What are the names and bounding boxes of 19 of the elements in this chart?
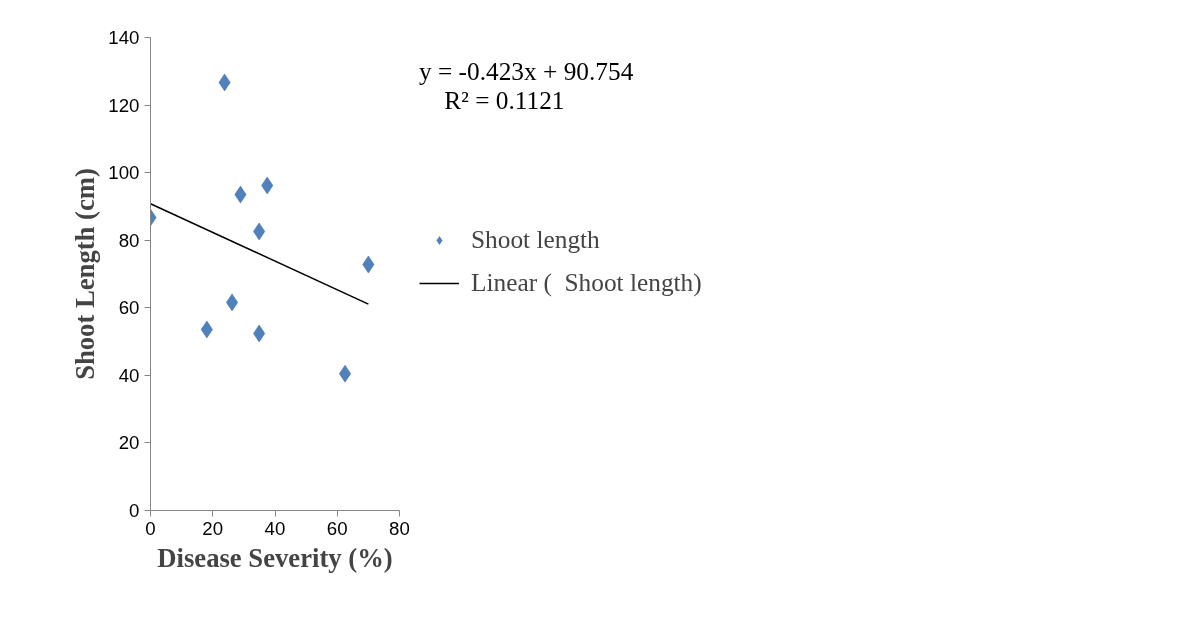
x-tick-label: 20 <box>202 517 224 539</box>
y-tick-label: 120 <box>108 94 140 116</box>
x-tick-label: 80 <box>389 517 410 539</box>
y-tick-label: 0 <box>129 500 140 521</box>
legend-label: Shoot length <box>471 225 600 254</box>
text: R² = 0.1121 <box>444 86 565 114</box>
x-tick-label: 60 <box>326 517 348 539</box>
y-tick-label: 20 <box>118 432 140 454</box>
y-tick-label: 60 <box>118 297 140 319</box>
y-tick-label: 100 <box>108 162 140 184</box>
text: y = -0.423x + 90.754 <box>419 57 634 85</box>
x-axis-title: Disease Severity (%) <box>157 542 393 573</box>
y-axis-title: Shoot Length (cm) <box>70 168 101 380</box>
y-tick-label: 80 <box>118 229 140 251</box>
x-tick-label: 40 <box>264 517 286 539</box>
x-tick-label: 0 <box>145 517 156 539</box>
y-tick-label: 40 <box>118 364 140 386</box>
y-tick-label: 140 <box>108 27 140 48</box>
legend-label: Linear ( Shoot length) <box>471 268 702 297</box>
